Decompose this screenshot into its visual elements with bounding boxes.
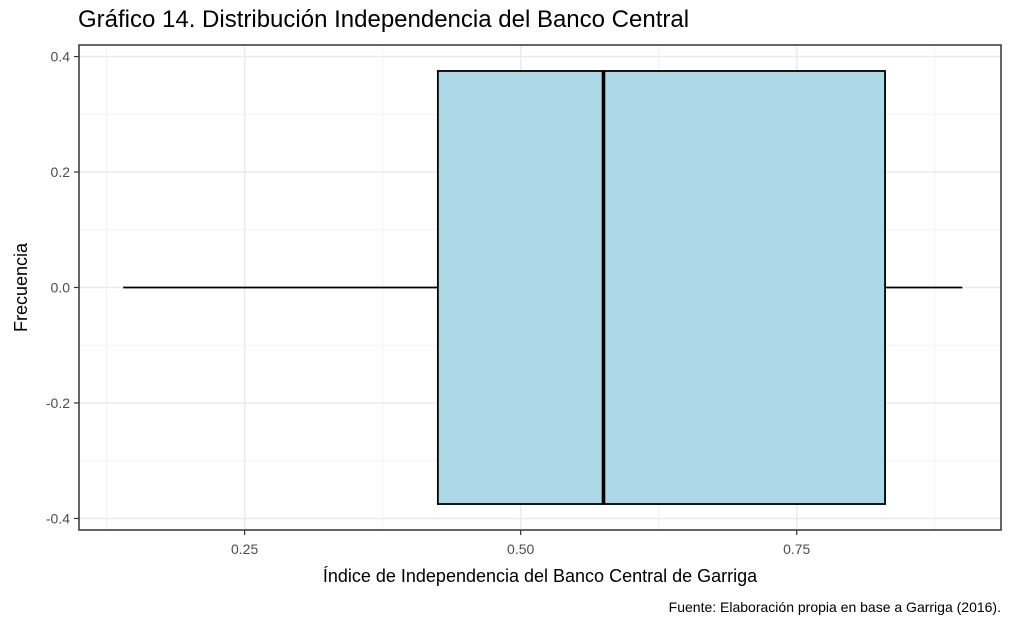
x-tick-label: 0.50 <box>507 541 534 557</box>
y-axis: 0.4 0.2 0.0 -0.2 -0.4 <box>46 49 79 526</box>
chart-title: Gráfico 14. Distribución Independencia d… <box>78 6 690 33</box>
x-tick-label: 0.25 <box>231 541 258 557</box>
chart-caption: Fuente: Elaboración propia en base a Gar… <box>669 599 1001 615</box>
y-tick-label: 0.4 <box>51 49 71 65</box>
x-tick-label: 0.75 <box>783 541 810 557</box>
x-axis: 0.25 0.50 0.75 <box>231 530 811 557</box>
x-axis-title: Índice de Independencia del Banco Centra… <box>323 566 758 586</box>
y-tick-label: 0.0 <box>51 280 71 296</box>
y-tick-label: -0.2 <box>46 395 70 411</box>
boxplot <box>123 70 963 505</box>
y-tick-label: -0.4 <box>46 510 70 526</box>
iqr-box <box>436 70 886 505</box>
y-tick-label: 0.2 <box>51 164 71 180</box>
y-axis-title: Frecuencia <box>11 242 31 332</box>
